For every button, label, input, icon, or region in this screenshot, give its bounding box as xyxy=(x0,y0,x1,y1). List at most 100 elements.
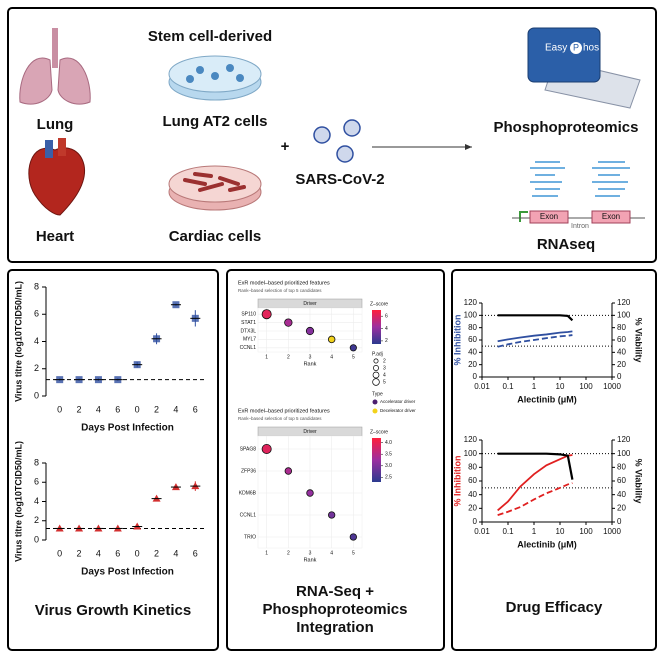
panel-title: RNA-Seq + xyxy=(296,583,374,600)
phospho-label: Phosphoproteomics xyxy=(493,119,638,136)
lung-label: Lung xyxy=(37,116,74,133)
x-tick-label: 100 xyxy=(579,527,593,536)
cardiac-label: Cardiac cells xyxy=(169,228,262,245)
heart-label: Heart xyxy=(36,228,74,245)
x-axis-label: Days Post Infection xyxy=(81,423,174,434)
x-tick-label: 4 xyxy=(173,548,178,558)
stem-label: Stem cell-derived xyxy=(148,28,272,45)
arrow-head xyxy=(465,144,472,150)
y-tick-label: 80 xyxy=(468,323,477,332)
easyphos-text: hos xyxy=(583,43,599,54)
colorbar xyxy=(372,310,381,344)
exon-box xyxy=(529,210,569,224)
x-tick-label: 100 xyxy=(579,382,593,391)
y2-tick-label: 100 xyxy=(617,449,631,458)
legend-swatch xyxy=(372,399,378,405)
dish-heart xyxy=(168,165,262,211)
series-line xyxy=(497,314,574,322)
data-point xyxy=(349,533,357,541)
y-tick-label: 60 xyxy=(468,335,477,344)
y-tick-label: 2 xyxy=(34,363,39,373)
legend-label: 3 xyxy=(383,365,386,371)
y-tick-label: CCNL1 xyxy=(240,512,257,518)
easyphos-circle xyxy=(570,42,582,54)
y-tick-label: 6 xyxy=(34,309,39,319)
chart-subtitle: Rank–based selection of top 5 candidates xyxy=(238,416,322,421)
x-tick-label: 4 xyxy=(96,548,101,558)
facet-label: Driver xyxy=(303,301,317,307)
y-tick-label: 8 xyxy=(34,457,39,467)
y2-tick-label: 40 xyxy=(617,347,626,356)
y2-tick-label: 60 xyxy=(617,335,626,344)
y-tick-label: STAT1 xyxy=(241,320,256,326)
size-key xyxy=(372,371,380,379)
y-axis-label: Virus titre (log10TCID50/mL) xyxy=(13,441,23,562)
series-line xyxy=(497,452,574,480)
x-tick-label: 1 xyxy=(265,550,268,556)
data-point xyxy=(328,511,336,519)
y2-tick-label: 100 xyxy=(617,310,631,319)
panel-title: Integration xyxy=(296,619,374,636)
x-tick-label: 0 xyxy=(57,404,62,414)
y2-tick-label: 80 xyxy=(617,323,626,332)
x-tick-label: 10 xyxy=(556,527,565,536)
chart-title: ExR model–based prioritized features xyxy=(238,408,330,414)
y2-tick-label: 120 xyxy=(617,298,631,307)
x-tick-label: 2 xyxy=(287,550,290,556)
y-tick-label: 20 xyxy=(468,503,477,512)
x-tick-label: 5 xyxy=(352,354,355,360)
series-line xyxy=(497,334,573,348)
x-tick-label: 4 xyxy=(173,404,178,414)
y-axis-label: Virus titre (log10TCID50/mL) xyxy=(13,281,23,402)
y-tick-label: 80 xyxy=(468,462,477,471)
x-tick-label: 0.01 xyxy=(474,527,490,536)
y-tick-label: 6 xyxy=(34,477,39,487)
data-point xyxy=(261,443,272,455)
x-tick-label: 2 xyxy=(154,548,159,558)
drug-panel xyxy=(451,269,657,651)
size-key xyxy=(372,378,380,386)
x-tick-label: 3 xyxy=(309,550,312,556)
x-tick-label: 0.1 xyxy=(502,382,514,391)
y-tick-label: DTX3L xyxy=(240,328,256,334)
y-tick-label: 4 xyxy=(34,336,39,346)
exon-label: Exon xyxy=(540,212,558,221)
y2-tick-label: 20 xyxy=(617,503,626,512)
colorbar-label: 6 xyxy=(385,314,388,320)
x-axis-label: Rank xyxy=(304,557,317,563)
y2-tick-label: 20 xyxy=(617,360,626,369)
y-tick-label: 2 xyxy=(34,515,39,525)
dish-lung xyxy=(168,55,262,101)
tss-arrow xyxy=(519,211,528,222)
x-tick-label: 1 xyxy=(532,382,537,391)
y2-tick-label: 80 xyxy=(617,462,626,471)
x-tick-label: 10 xyxy=(556,382,565,391)
y-tick-label: KDM6B xyxy=(239,490,257,496)
kinetics-panel xyxy=(7,269,219,651)
colorbar-title: Z–score xyxy=(370,429,388,435)
x-tick-label: 2 xyxy=(77,404,82,414)
panel-title: Drug Efficacy xyxy=(506,599,603,616)
y-tick-label: MYL7 xyxy=(243,337,256,343)
x-tick-label: 0.1 xyxy=(502,527,514,536)
reads-icon xyxy=(530,161,630,197)
y-tick-label: 40 xyxy=(468,347,477,356)
y-tick-label: 100 xyxy=(464,449,478,458)
legend-title: Type xyxy=(372,391,383,397)
x-tick-label: 1 xyxy=(532,527,537,536)
x-axis-label: Alectinib (μM) xyxy=(517,394,577,404)
y-axis-label: % Inhibition xyxy=(452,456,462,507)
x-tick-label: 2 xyxy=(287,354,290,360)
series-line xyxy=(497,482,573,517)
y-tick-label: 0 xyxy=(34,534,39,544)
data-point xyxy=(284,318,293,327)
x-axis-label: Days Post Infection xyxy=(81,567,174,578)
y2-tick-label: 60 xyxy=(617,476,626,485)
x-tick-label: 6 xyxy=(115,548,120,558)
lung-cells-label: Lung AT2 cells xyxy=(162,113,267,130)
intron-label: Intron xyxy=(571,223,589,230)
x-tick-label: 2 xyxy=(154,404,159,414)
panel-title: Virus Growth Kinetics xyxy=(35,602,191,619)
legend-swatch xyxy=(372,408,378,414)
